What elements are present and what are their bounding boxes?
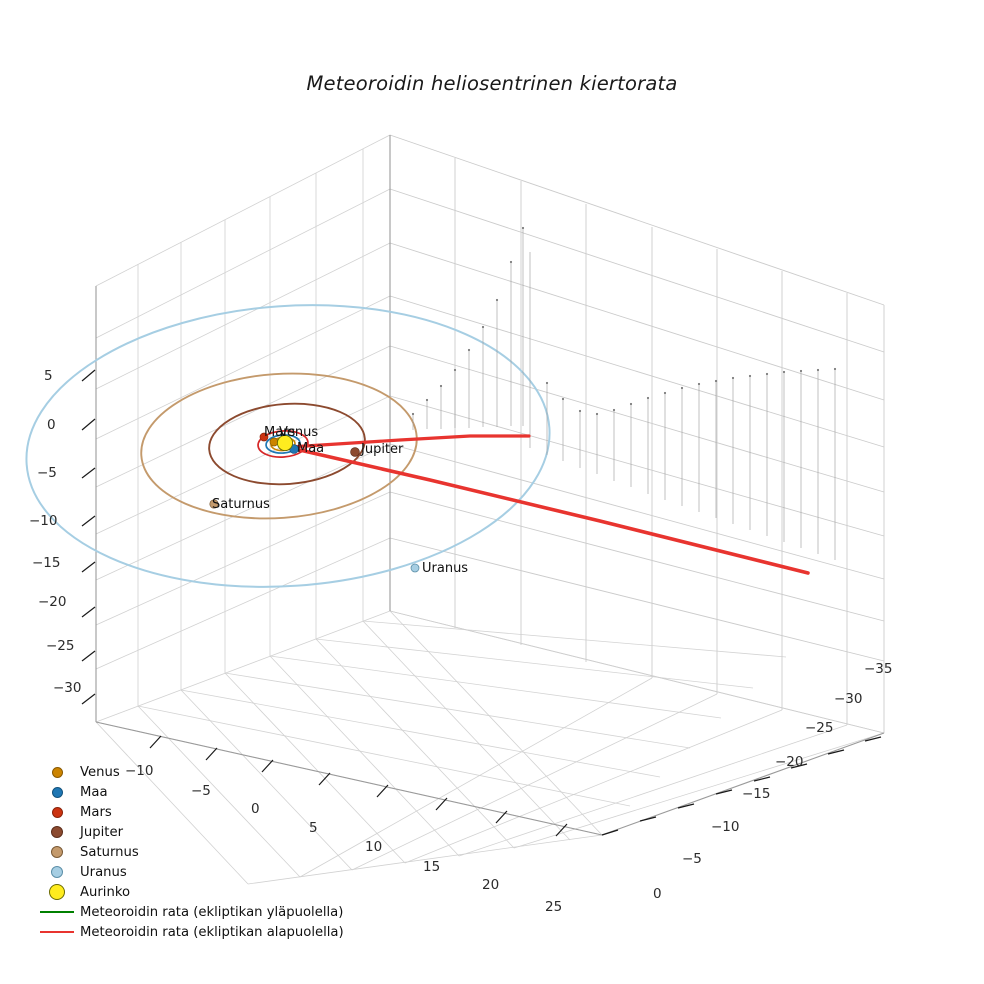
x-tick-label: 10 bbox=[365, 839, 383, 855]
x-tick-label: 15 bbox=[423, 859, 441, 875]
label-saturnus: Saturnus bbox=[212, 497, 270, 512]
legend-marker-maa-icon bbox=[36, 786, 78, 798]
x-tick-label: −10 bbox=[125, 763, 154, 779]
marker-mars[interactable] bbox=[259, 432, 269, 442]
legend-marker-mars-icon bbox=[36, 806, 78, 818]
legend-label-saturnus: Saturnus bbox=[80, 844, 139, 860]
trajectory-below-ecliptic-upper bbox=[288, 434, 531, 449]
marker-uranus[interactable] bbox=[410, 563, 420, 573]
trajectory-below-ecliptic-lower bbox=[289, 446, 810, 575]
z-tick-label: 0 bbox=[47, 417, 56, 433]
legend-label-aurinko: Aurinko bbox=[80, 884, 131, 900]
legend-label-trajectory-below: Meteoroidin rata (ekliptikan alapuolella… bbox=[80, 924, 344, 940]
label-uranus: Uranus bbox=[422, 561, 469, 576]
axes-pane-back-right bbox=[389, 134, 885, 734]
legend-label-trajectory-above: Meteoroidin rata (ekliptikan yläpuolella… bbox=[80, 904, 344, 920]
legend-line-green-icon bbox=[36, 911, 78, 913]
trajectory-projection-stems bbox=[412, 228, 836, 560]
z-axis-ticks bbox=[81, 369, 96, 705]
x-tick-label: 5 bbox=[309, 820, 318, 836]
y-tick-label: −30 bbox=[834, 691, 863, 707]
label-maa: Maa bbox=[297, 441, 325, 456]
page-title: Meteoroidin heliosentrinen kiertorata bbox=[306, 72, 678, 95]
legend-marker-saturnus-icon bbox=[36, 846, 78, 858]
z-tick-label: −25 bbox=[46, 638, 75, 654]
label-mars: Mars bbox=[264, 425, 296, 440]
legend-item-saturnus[interactable]: Saturnus bbox=[36, 842, 346, 862]
z-tick-label: −15 bbox=[32, 555, 61, 571]
legend-line-red-icon bbox=[36, 931, 78, 933]
legend-marker-venus-icon bbox=[36, 766, 78, 778]
legend-label-uranus: Uranus bbox=[80, 864, 127, 880]
x-tick-label: 0 bbox=[251, 801, 260, 817]
orbit-uranus bbox=[25, 304, 551, 588]
z-tick-label: −10 bbox=[29, 513, 58, 529]
x-axis-ticks bbox=[149, 735, 568, 837]
legend-marker-aurinko-icon bbox=[36, 884, 78, 900]
axis-spines bbox=[95, 135, 885, 836]
label-jupiter: Jupiter bbox=[361, 442, 404, 457]
marker-saturnus[interactable] bbox=[209, 499, 219, 509]
y-tick-label: −10 bbox=[711, 819, 740, 835]
z-tick-label: −20 bbox=[38, 594, 67, 610]
marker-jupiter[interactable] bbox=[350, 447, 360, 457]
z-tick-label: −5 bbox=[37, 465, 57, 481]
z-tick-label: 5 bbox=[44, 368, 53, 384]
legend-item-uranus[interactable]: Uranus bbox=[36, 862, 346, 882]
y-tick-label: −35 bbox=[864, 661, 893, 677]
x-tick-label: −5 bbox=[191, 783, 211, 799]
legend-marker-uranus-icon bbox=[36, 866, 78, 878]
legend-item-jupiter[interactable]: Jupiter bbox=[36, 822, 346, 842]
y-tick-label: −20 bbox=[775, 754, 804, 770]
axes-pane-back-left bbox=[95, 134, 391, 723]
legend: Venus Maa Mars Jupiter Saturnus bbox=[36, 762, 346, 942]
marker-aurinko[interactable] bbox=[276, 434, 294, 452]
legend-item-aurinko[interactable]: Aurinko bbox=[36, 882, 346, 902]
y-tick-label: −25 bbox=[805, 720, 834, 736]
orbit-saturnus bbox=[140, 372, 418, 520]
z-tick-label: −30 bbox=[53, 680, 82, 696]
label-venus: Venus bbox=[279, 425, 319, 440]
y-axis-ticks bbox=[601, 736, 882, 836]
axes-pane-floor bbox=[95, 610, 885, 885]
legend-item-trajectory-below[interactable]: Meteoroidin rata (ekliptikan alapuolella… bbox=[36, 922, 346, 942]
legend-label-maa: Maa bbox=[80, 784, 108, 800]
legend-marker-jupiter-icon bbox=[36, 826, 78, 838]
x-tick-label: 20 bbox=[482, 877, 500, 893]
legend-label-jupiter: Jupiter bbox=[80, 824, 123, 840]
legend-item-trajectory-above[interactable]: Meteoroidin rata (ekliptikan yläpuolella… bbox=[36, 902, 346, 922]
orbit-maa bbox=[265, 434, 301, 454]
x-tick-label: 25 bbox=[545, 899, 563, 915]
legend-item-venus[interactable]: Venus bbox=[36, 762, 346, 782]
legend-item-maa[interactable]: Maa bbox=[36, 782, 346, 802]
y-tick-label: −15 bbox=[742, 786, 771, 802]
orbit-mars bbox=[257, 430, 309, 458]
y-tick-label: −5 bbox=[682, 851, 702, 867]
trajectory-projection-dots bbox=[411, 226, 837, 416]
legend-label-venus: Venus bbox=[80, 764, 120, 780]
orbit-jupiter bbox=[208, 402, 366, 486]
y-tick-label: 0 bbox=[653, 886, 662, 902]
legend-label-mars: Mars bbox=[80, 804, 112, 820]
legend-item-mars[interactable]: Mars bbox=[36, 802, 346, 822]
